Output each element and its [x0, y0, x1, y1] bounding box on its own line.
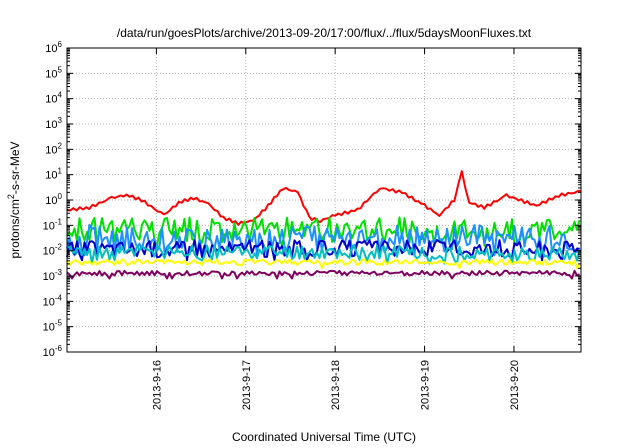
y-tick-exp: 1	[58, 167, 63, 176]
y-tick-exp: -2	[55, 243, 63, 252]
y-tick-base: 10	[43, 347, 55, 359]
y-tick-base: 10	[45, 43, 57, 55]
y-tick-base: 10	[43, 296, 55, 308]
x-tick-label: 2013-9-20	[509, 360, 521, 410]
y-axis-label: protons/cm2-s-sr-MeV	[6, 141, 22, 258]
series-line	[66, 170, 582, 226]
chart-title: /data/run/goesPlots/archive/2013-09-20/1…	[117, 26, 532, 40]
series-line	[66, 269, 580, 280]
y-tick-exp: 3	[58, 116, 63, 125]
series-line	[66, 244, 581, 265]
y-tick-label: 101	[45, 167, 62, 182]
y-axis-label-post: -s-sr-MeV	[8, 141, 22, 194]
y-tick-base: 10	[43, 322, 55, 334]
y-tick-label: 102	[45, 141, 62, 156]
y-tick-exp: 5	[58, 65, 63, 74]
y-tick-label: 10-3	[43, 268, 63, 283]
y-tick-exp: -3	[55, 268, 63, 277]
series-line	[66, 216, 581, 247]
y-tick-base: 10	[45, 170, 57, 182]
y-tick-exp: -6	[55, 344, 63, 353]
y-tick-label: 100	[45, 192, 62, 207]
series-group	[66, 170, 582, 280]
y-tick-label: 105	[45, 65, 62, 80]
y-tick-base: 10	[45, 144, 57, 156]
x-tick-label: 2013-9-17	[241, 360, 253, 410]
y-axis: 10-610-510-410-310-210-11001011021031041…	[43, 40, 581, 359]
y-tick-base: 10	[43, 220, 55, 232]
y-tick-exp: -5	[55, 319, 63, 328]
y-tick-label: 10-5	[43, 319, 63, 334]
y-tick-base: 10	[43, 271, 55, 283]
y-tick-label: 10-1	[43, 217, 63, 232]
y-tick-label: 106	[45, 40, 62, 55]
y-axis-label-pre: protons/cm	[8, 199, 22, 258]
y-tick-exp: 6	[58, 40, 63, 49]
x-axis: 2013-9-16 2013-9-17 2013-9-18 2013-9-19 2013…	[151, 48, 521, 410]
y-tick-label: 103	[45, 116, 62, 131]
y-tick-exp: -4	[55, 293, 63, 302]
x-tick-label: 2013-9-19	[420, 360, 432, 410]
y-axis-label-sup: 2	[6, 194, 16, 199]
y-tick-exp: 2	[58, 141, 63, 150]
y-tick-base: 10	[45, 119, 57, 131]
y-tick-base: 10	[45, 68, 57, 80]
x-tick-label: 2013-9-16	[151, 360, 163, 410]
x-tick-label: 2013-9-18	[330, 360, 342, 410]
y-tick-base: 10	[45, 195, 57, 207]
y-tick-exp: 4	[58, 91, 63, 100]
y-tick-exp: -1	[55, 217, 63, 226]
y-tick-base: 10	[43, 246, 55, 258]
x-axis-label: Coordinated Universal Time (UTC)	[232, 430, 416, 444]
series-line	[66, 258, 581, 269]
y-tick-label: 10-4	[43, 293, 63, 308]
y-tick-label: 10-6	[43, 344, 63, 359]
y-tick-base: 10	[45, 94, 57, 106]
y-tick-label: 10-2	[43, 243, 63, 258]
y-tick-label: 104	[45, 91, 62, 106]
y-tick-exp: 0	[58, 192, 63, 201]
